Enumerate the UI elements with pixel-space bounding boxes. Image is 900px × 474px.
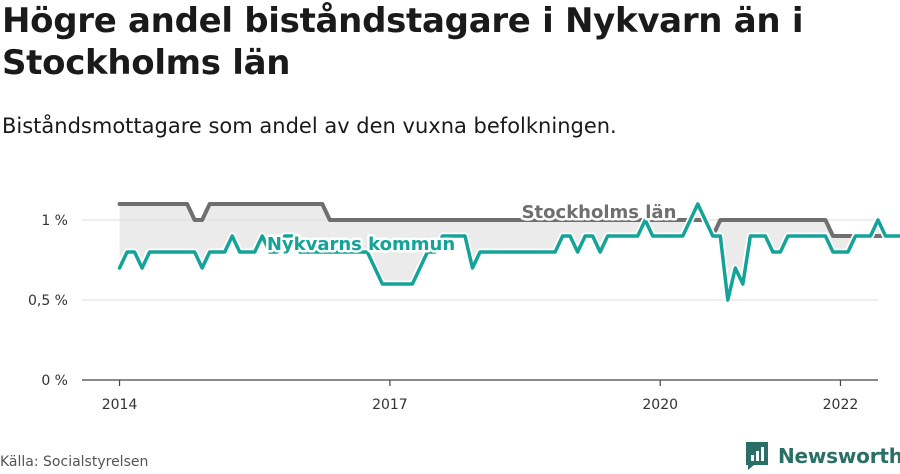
- newsworthy-logo-icon: [746, 442, 768, 470]
- series-label-nykvarn: Nykvarns kommun: [267, 234, 455, 255]
- x-tick-label: 2017: [372, 397, 408, 413]
- chart-subtitle: Biståndsmottagare som andel av den vuxna…: [2, 114, 617, 138]
- series-label-stockholm: Stockholms län: [522, 202, 677, 223]
- series-line-nykvarn: [117, 202, 900, 302]
- y-tick-label: 0,5 %: [28, 293, 68, 309]
- source-note: Källa: Socialstyrelsen: [0, 454, 149, 470]
- chart-title: Högre andel biståndstagare i Nykvarn än …: [2, 1, 804, 83]
- series-line-stockholm: [117, 202, 900, 238]
- newsworthy-logo: Newsworthy: [744, 441, 900, 471]
- x-tick-label: 2014: [102, 397, 138, 413]
- brand-name: Newsworthy: [778, 444, 900, 468]
- x-tick-label: 2022: [823, 397, 859, 413]
- x-tick-label: 2020: [642, 397, 678, 413]
- y-tick-label: 1 %: [41, 213, 68, 229]
- y-tick-label: 0 %: [41, 373, 68, 389]
